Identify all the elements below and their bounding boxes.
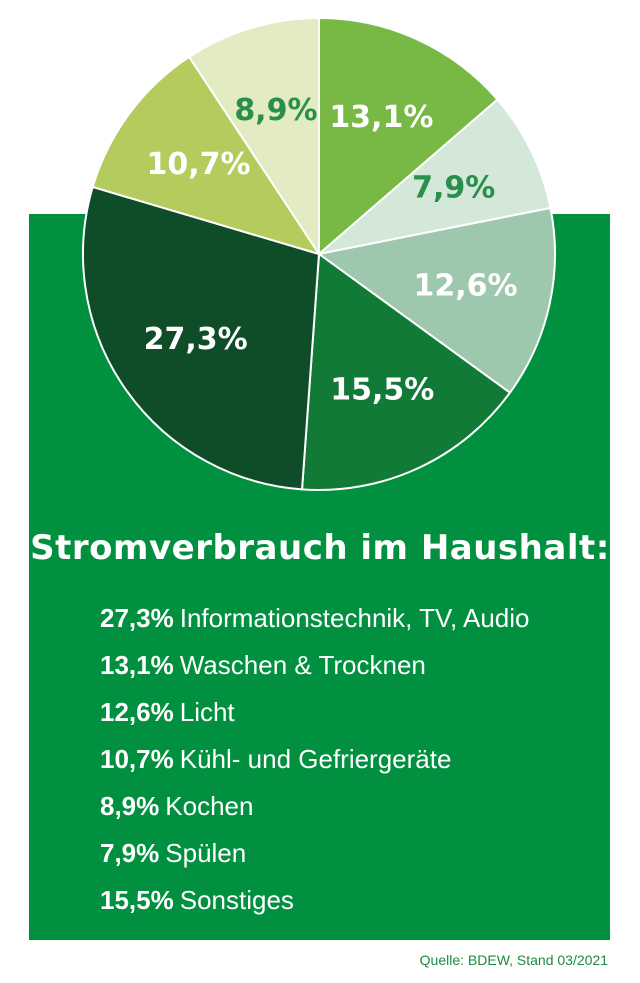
legend-item: 27,3% Informationstechnik, TV, Audio bbox=[100, 598, 530, 645]
pie-slice bbox=[187, 16, 320, 258]
legend-item-label: Informationstechnik, TV, Audio bbox=[179, 603, 530, 633]
legend-item-percent: 12,6% bbox=[100, 697, 174, 727]
pie-slice bbox=[316, 206, 556, 395]
legend-item-percent: 27,3% bbox=[100, 603, 174, 633]
legend-item-label: Licht bbox=[179, 697, 235, 727]
legend-item-label: Kühl- und Gefriergeräte bbox=[179, 744, 452, 774]
legend-item-percent: 8,9% bbox=[100, 791, 160, 821]
slice-label: 15,5% bbox=[330, 373, 434, 408]
slice-label: 7,9% bbox=[412, 171, 495, 206]
pie-slice bbox=[82, 185, 321, 491]
pie-slice bbox=[315, 98, 552, 256]
pie-slice bbox=[91, 55, 322, 256]
legend-item: 10,7% Kühl- und Gefriergeräte bbox=[100, 739, 530, 786]
legend-item: 12,6% Licht bbox=[100, 692, 530, 739]
legend-item-label: Spülen bbox=[165, 838, 247, 868]
pie-slice bbox=[300, 252, 512, 491]
legend-item-label: Kochen bbox=[165, 791, 254, 821]
legend-item-label: Waschen & Trocknen bbox=[179, 650, 426, 680]
slice-label: 12,6% bbox=[413, 269, 517, 304]
slice-label: 10,7% bbox=[146, 147, 250, 182]
source-note: Quelle: BDEW, Stand 03/2021 bbox=[419, 952, 608, 968]
legend-item: 13,1% Waschen & Trocknen bbox=[100, 645, 530, 692]
legend-item: 7,9% Spülen bbox=[100, 833, 530, 880]
legend-item-percent: 7,9% bbox=[100, 838, 160, 868]
chart-title: Stromverbrauch im Haushalt: bbox=[30, 528, 610, 568]
pie-slice bbox=[318, 16, 499, 257]
legend-item-percent: 13,1% bbox=[100, 650, 174, 680]
legend: 27,3% Informationstechnik, TV, Audio 13,1… bbox=[100, 598, 530, 927]
legend-item-percent: 10,7% bbox=[100, 744, 174, 774]
legend-item-label: Sonstiges bbox=[179, 885, 294, 915]
slice-label: 27,3% bbox=[144, 322, 248, 357]
slice-label: 8,9% bbox=[234, 93, 317, 128]
legend-item: 15,5% Sonstiges bbox=[100, 880, 530, 927]
legend-item-percent: 15,5% bbox=[100, 885, 174, 915]
legend-item: 8,9% Kochen bbox=[100, 786, 530, 833]
slice-label: 13,1% bbox=[329, 100, 433, 135]
